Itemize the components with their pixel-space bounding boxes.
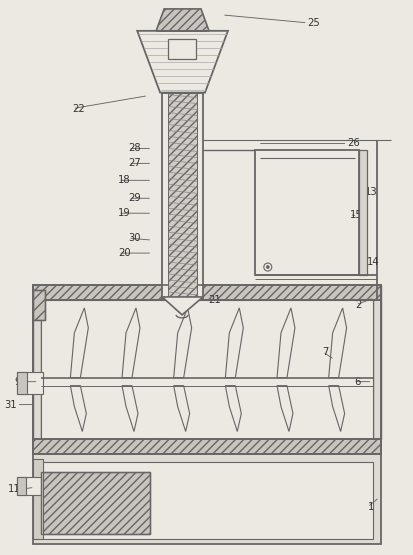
Bar xyxy=(168,93,197,297)
Text: 2: 2 xyxy=(356,300,362,310)
Bar xyxy=(168,39,196,59)
Bar xyxy=(17,372,26,393)
Bar xyxy=(40,462,373,539)
Text: 30: 30 xyxy=(128,233,141,243)
Text: 25: 25 xyxy=(308,18,320,28)
Bar xyxy=(33,290,45,320)
Bar xyxy=(17,477,26,495)
Bar xyxy=(33,285,382,300)
Text: 21: 21 xyxy=(208,295,221,305)
Polygon shape xyxy=(137,31,228,93)
Bar xyxy=(33,440,382,455)
Text: 7: 7 xyxy=(323,347,329,357)
Text: 14: 14 xyxy=(366,257,379,267)
Text: 9: 9 xyxy=(14,377,21,387)
Text: 13: 13 xyxy=(364,187,377,197)
Bar xyxy=(33,460,43,539)
Text: 1: 1 xyxy=(368,502,374,512)
Bar xyxy=(162,93,203,300)
Text: 6: 6 xyxy=(354,377,361,387)
Circle shape xyxy=(266,265,269,269)
Bar xyxy=(33,455,382,544)
Bar xyxy=(40,472,150,534)
Bar xyxy=(373,285,382,440)
Bar xyxy=(40,472,150,534)
Bar xyxy=(17,372,43,393)
Text: 22: 22 xyxy=(72,104,85,114)
Text: 31: 31 xyxy=(4,400,17,410)
Bar xyxy=(255,150,359,275)
Bar xyxy=(33,440,382,455)
Text: 27: 27 xyxy=(128,158,141,168)
Bar xyxy=(33,285,40,440)
Polygon shape xyxy=(162,297,203,315)
Text: 28: 28 xyxy=(128,143,141,153)
Text: 29: 29 xyxy=(128,193,141,203)
Bar xyxy=(33,290,45,320)
Bar xyxy=(359,150,368,275)
Text: 26: 26 xyxy=(347,138,360,148)
Text: 18: 18 xyxy=(118,175,131,185)
Bar xyxy=(33,285,382,300)
Bar xyxy=(17,477,40,495)
Text: 19: 19 xyxy=(118,208,131,218)
Bar xyxy=(40,300,373,440)
Text: 15: 15 xyxy=(349,210,362,220)
Polygon shape xyxy=(156,9,209,31)
Text: 20: 20 xyxy=(118,248,131,258)
Text: 11: 11 xyxy=(8,485,21,495)
